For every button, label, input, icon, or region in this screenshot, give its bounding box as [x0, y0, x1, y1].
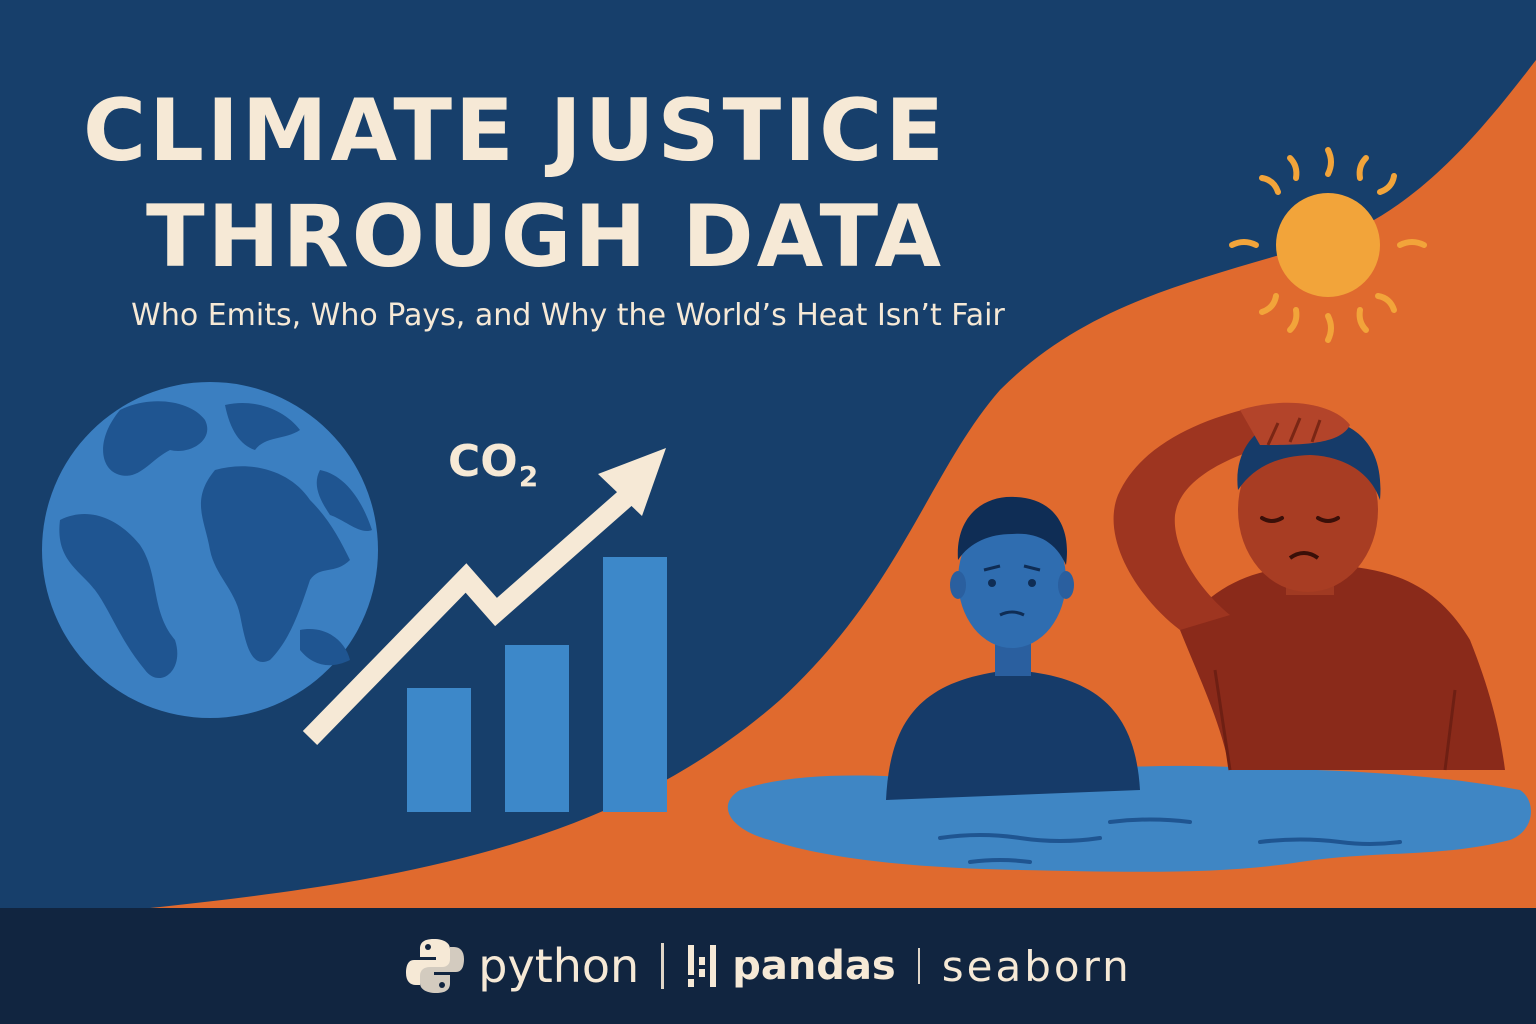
subtitle: Who Emits, Who Pays, and Why the World’s… — [131, 298, 1005, 333]
footer-divider-2 — [917, 948, 920, 984]
python-label: python — [478, 939, 640, 993]
trend-arrow-icon — [302, 448, 666, 745]
footer: python pandas seaborn — [0, 908, 1536, 1024]
person-in-water — [886, 496, 1140, 800]
co2-main: CO — [448, 436, 518, 487]
seaborn-brand: seaborn — [942, 942, 1132, 991]
python-logo-icon — [406, 939, 465, 993]
orange-wave — [150, 60, 1536, 908]
pandas-label: pandas — [732, 943, 896, 989]
pandas-brand: pandas — [686, 941, 896, 991]
footer-divider-1 — [661, 943, 665, 989]
seaborn-label: seaborn — [941, 941, 1132, 991]
title-line-1: CLIMATE JUSTICE — [82, 81, 947, 181]
bar-1 — [407, 688, 471, 812]
co2-label: CO2 — [448, 436, 538, 493]
python-brand: python — [404, 935, 639, 997]
bar-3 — [603, 557, 667, 812]
globe-icon — [42, 382, 378, 718]
person-in-heat — [1113, 402, 1505, 771]
co2-subscript: 2 — [518, 460, 539, 493]
pandas-logo-icon — [688, 945, 717, 987]
title-line-2: THROUGH DATA — [145, 187, 945, 287]
bar-2 — [505, 645, 569, 812]
sun-icon — [1229, 147, 1427, 343]
